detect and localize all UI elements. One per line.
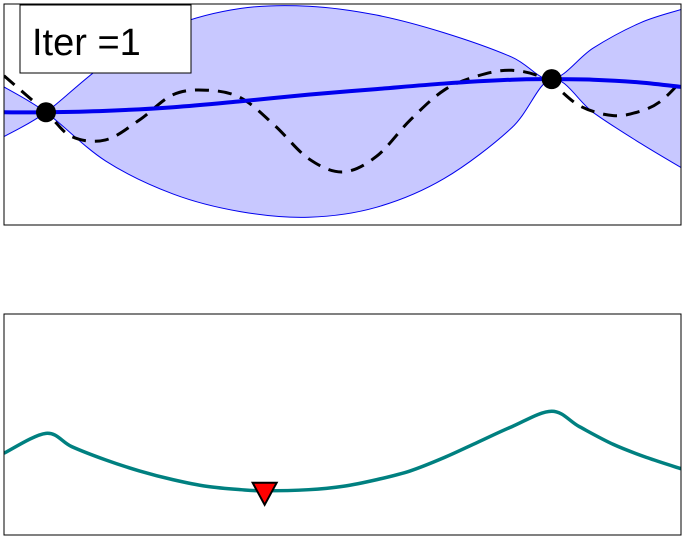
bottom-panel [3,313,682,536]
observation-point [35,102,56,123]
top-plot-frame [3,3,682,226]
acquisition-line [4,409,681,493]
top-panel: Iter =1 [3,3,682,226]
iteration-legend: Iter =1 [19,4,192,74]
observation-point [541,69,562,90]
bottom-plot-frame [3,313,682,536]
iteration-label: Iter =1 [32,22,141,64]
objective-line [4,68,681,174]
next-point-marker [250,481,279,507]
iteration-legend-box [19,4,192,74]
posterior-mean-line [4,77,681,115]
